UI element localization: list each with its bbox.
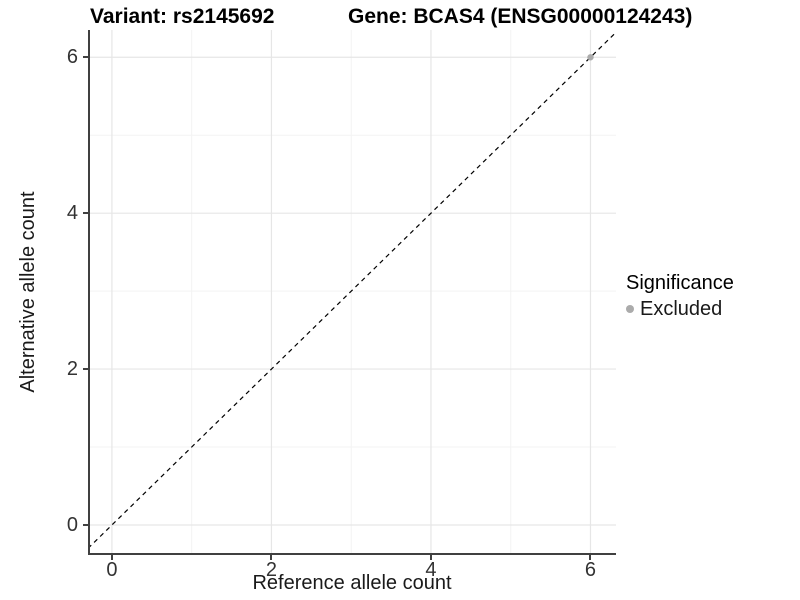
- legend-item-excluded: Excluded: [626, 297, 734, 321]
- x-tick-mark: [429, 555, 432, 560]
- legend: Significance Excluded: [626, 270, 734, 321]
- identity-dashed-line: [88, 31, 616, 549]
- x-tick-mark: [110, 555, 113, 560]
- x-tick-mark: [589, 555, 592, 560]
- y-axis-title: Alternative allele count: [17, 191, 39, 393]
- y-tick-mark: [83, 212, 88, 215]
- y-tick-mark: [83, 368, 88, 371]
- data-point: [587, 54, 594, 61]
- plot-panel: [88, 30, 616, 555]
- legend-title: Significance: [626, 272, 734, 294]
- x-tick-mark: [270, 555, 273, 560]
- x-tick-label: 4: [425, 559, 437, 581]
- y-tick-mark: [83, 523, 88, 526]
- y-tick-label: 2: [66, 358, 78, 381]
- y-tick-label: 6: [66, 46, 78, 69]
- excluded-marker-icon: [626, 305, 634, 313]
- y-tick-mark: [83, 56, 88, 59]
- y-tick-label: 0: [66, 513, 78, 536]
- x-tick-label: 0: [106, 559, 118, 581]
- y-tick-label: 4: [66, 202, 78, 225]
- legend-item-label: Excluded: [640, 298, 723, 320]
- plot-title-gene: Gene: BCAS4 (ENSG00000124243): [348, 5, 693, 28]
- x-tick-label: 6: [584, 559, 597, 581]
- plot-title-variant: Variant: rs2145692: [90, 5, 275, 28]
- x-tick-label: 2: [265, 559, 277, 581]
- x-axis-title: Reference allele count: [252, 572, 452, 594]
- plot-panel-canvas: [88, 30, 616, 555]
